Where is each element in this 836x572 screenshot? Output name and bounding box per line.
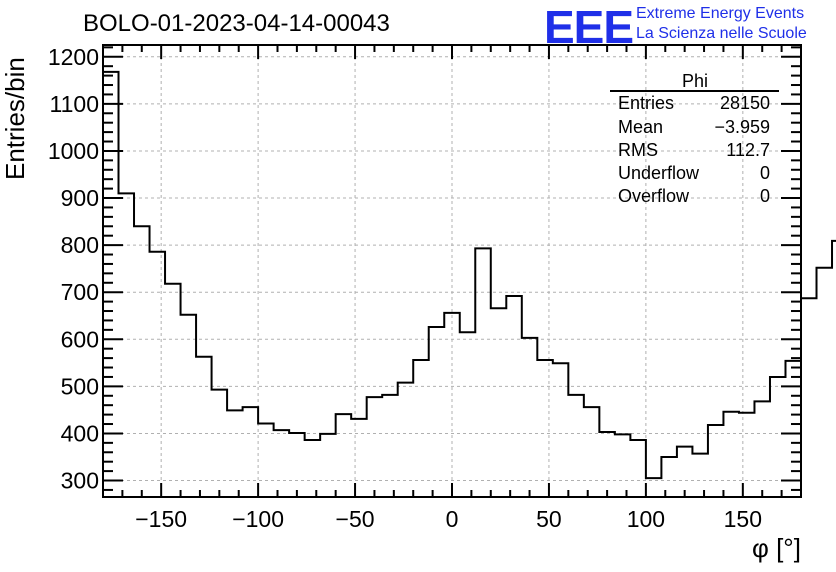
stats-title: Phi <box>682 71 709 91</box>
x-tick-label: −100 <box>232 506 284 532</box>
tick-labels: −150 −100 −50 0 50 100 150 300 400 500 600 700 800 90… <box>48 44 762 532</box>
x-tick-label: 150 <box>724 506 762 532</box>
y-tick-label: 300 <box>61 468 99 494</box>
y-tick-label: 500 <box>61 373 99 399</box>
grid <box>103 45 801 497</box>
stats-underflow-value: 0 <box>759 163 770 183</box>
stats-overflow-label: Overflow <box>618 186 690 206</box>
x-tick-label: −150 <box>135 506 187 532</box>
y-tick-label: 400 <box>61 420 99 446</box>
stats-rms-value: 112.7 <box>726 140 770 160</box>
y-tick-label: 800 <box>61 232 99 258</box>
y-tick-label: 900 <box>61 185 99 211</box>
y-tick-label: 700 <box>61 279 99 305</box>
logo-line-2: La Scienza nelle Scuole <box>636 25 807 42</box>
y-tick-label: 1200 <box>48 44 99 70</box>
x-tick-label: 100 <box>627 506 665 532</box>
y-tick-label: 1000 <box>48 138 99 164</box>
stats-overflow-value: 0 <box>759 186 770 206</box>
x-tick-label: 0 <box>446 506 459 532</box>
axis-ticks <box>102 45 802 497</box>
x-axis-label: φ [°] <box>752 533 801 563</box>
y-tick-label: 600 <box>61 326 99 352</box>
stats-mean-label: Mean <box>618 117 664 137</box>
chart-title: BOLO-01-2023-04-14-00043 <box>83 10 390 37</box>
x-tick-label: −50 <box>336 506 375 532</box>
histogram-line <box>103 70 836 480</box>
y-tick-label: 1100 <box>50 91 99 117</box>
stats-underflow-label: Underflow <box>618 163 700 183</box>
x-tick-label: 50 <box>536 506 562 532</box>
stats-entries-label: Entries <box>618 93 675 113</box>
stats-entries-value: 28150 <box>719 93 770 113</box>
logo-line-1: Extreme Energy Events <box>636 5 805 22</box>
stats-rms-label: RMS <box>618 140 658 160</box>
stats-mean-value: −3.959 <box>714 117 770 137</box>
